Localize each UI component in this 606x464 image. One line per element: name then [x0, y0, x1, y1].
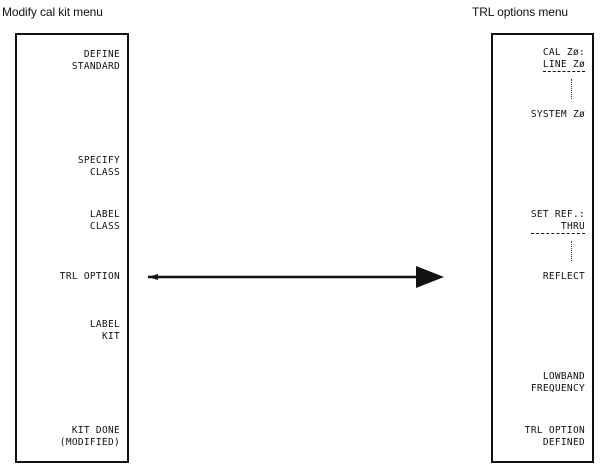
- softkey-label: KIT DONE: [71, 425, 120, 436]
- trl-options-menu-panel: CAL Zø: LINE Zø SYSTEM Zø SET REF.: THRU…: [491, 33, 594, 463]
- modify-cal-kit-menu-panel: DEFINE STANDARD SPECIFY CLASS LABEL CLAS…: [15, 33, 129, 463]
- softkey-label: SPECIFY: [77, 155, 120, 166]
- softkey-label: DEFINE: [83, 49, 120, 60]
- softkey-label: SYSTEM Zø: [530, 109, 585, 120]
- dotted-connector: [571, 241, 572, 261]
- softkey-label: LABEL: [89, 209, 120, 220]
- softkey-trl-option[interactable]: TRL OPTION: [60, 271, 120, 283]
- softkey-trl-option-defined[interactable]: TRL OPTION DEFINED: [525, 425, 585, 449]
- softkey-label-class[interactable]: LABEL CLASS: [90, 209, 120, 233]
- dotted-connector: [571, 79, 572, 99]
- softkey-define-standard[interactable]: DEFINE STANDARD: [72, 49, 120, 73]
- softkey-label: CLASS: [89, 167, 120, 178]
- softkey-label: CAL Zø:: [542, 47, 585, 58]
- trl-options-menu-title: TRL options menu: [472, 5, 569, 19]
- softkey-reflect[interactable]: REFLECT: [543, 271, 585, 283]
- softkey-label: KIT: [101, 331, 120, 342]
- softkey-cal-z0-line-z0[interactable]: CAL Zø: LINE Zø: [542, 47, 585, 72]
- modify-cal-kit-menu-title: Modify cal kit menu: [2, 5, 103, 19]
- softkey-label: TRL OPTION: [524, 425, 585, 436]
- softkey-label: REFLECT: [542, 271, 585, 282]
- softkey-lowband-frequency[interactable]: LOWBAND FREQUENCY: [531, 371, 585, 395]
- softkey-set-ref-thru[interactable]: SET REF.: THRU: [530, 209, 585, 234]
- softkey-label: DEFINED: [542, 437, 585, 448]
- softkey-label: LABEL: [89, 319, 120, 330]
- softkey-label-kit[interactable]: LABEL KIT: [90, 319, 120, 343]
- arrow-tail: [148, 274, 158, 280]
- softkey-system-z0[interactable]: SYSTEM Zø: [531, 109, 585, 121]
- softkey-label: STANDARD: [71, 61, 120, 72]
- softkey-label-underlined: LINE Zø: [542, 59, 585, 72]
- softkey-label: SET REF.:: [530, 209, 585, 220]
- arrow-head: [416, 266, 444, 288]
- softkey-label: FREQUENCY: [530, 383, 585, 394]
- softkey-label: CLASS: [89, 221, 120, 232]
- softkey-label: LOWBAND: [542, 371, 585, 382]
- softkey-label-underlined: THRU: [530, 221, 585, 234]
- softkey-label: (MODIFIED): [59, 437, 120, 448]
- softkey-label: TRL OPTION: [59, 271, 120, 282]
- softkey-specify-class[interactable]: SPECIFY CLASS: [78, 155, 120, 179]
- softkey-kit-done-modified[interactable]: KIT DONE (MODIFIED): [60, 425, 120, 449]
